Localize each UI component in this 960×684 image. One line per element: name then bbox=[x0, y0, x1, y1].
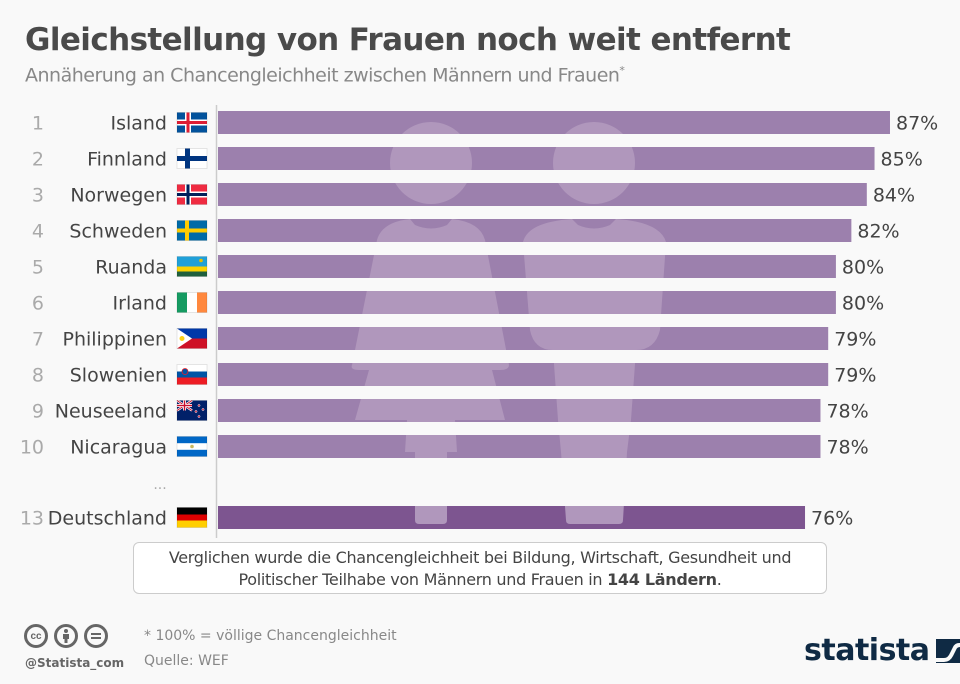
creative-commons-icon[interactable]: cc bbox=[24, 624, 48, 648]
rank-label: 6 bbox=[32, 293, 44, 315]
bar-deutschland bbox=[218, 506, 806, 529]
statista-handle[interactable]: @Statista_com bbox=[25, 656, 125, 670]
people-silhouettes bbox=[351, 122, 666, 524]
value-label: 87% bbox=[896, 113, 938, 135]
note-line-2: Politischer Teilhabe von Männern und Fra… bbox=[134, 569, 826, 591]
value-label: 84% bbox=[873, 185, 915, 207]
flag-philippines-icon bbox=[176, 328, 208, 349]
value-label: 76% bbox=[811, 508, 853, 530]
bar-island bbox=[218, 111, 890, 134]
country-label: Irland bbox=[113, 293, 167, 315]
footnote: * 100% = völlige Chancengleichheit bbox=[144, 628, 397, 644]
note-line-2-end: . bbox=[716, 570, 722, 589]
bar-irland bbox=[218, 291, 836, 314]
note-line-2-text: Politischer Teilhabe von Männern und Fra… bbox=[238, 570, 608, 589]
statista-logo-text: statista bbox=[804, 633, 930, 668]
flag-rwanda-icon bbox=[176, 256, 208, 277]
chart-title: Gleichstellung von Frauen noch weit entf… bbox=[25, 22, 791, 58]
value-label: 82% bbox=[857, 221, 899, 243]
flag-slovenia-icon bbox=[176, 364, 208, 385]
value-label: 79% bbox=[834, 329, 876, 351]
value-label: 79% bbox=[834, 365, 876, 387]
rank-label: 8 bbox=[32, 365, 44, 387]
bar-philippinen bbox=[218, 327, 829, 350]
flag-sweden-icon bbox=[176, 220, 208, 241]
flag-norway-icon bbox=[176, 184, 208, 205]
note-country-count: 144 Ländern bbox=[607, 570, 717, 589]
male-silhouette-icon bbox=[523, 122, 666, 524]
chart-subtitle: Annäherung an Chancengleichheit zwischen… bbox=[25, 64, 625, 87]
note-line-1: Verglichen wurde die Chancengleichheit b… bbox=[168, 548, 792, 567]
statista-logo-icon bbox=[935, 639, 960, 663]
bar-neuseeland bbox=[218, 399, 821, 422]
ellipsis-label: ... bbox=[153, 477, 166, 493]
country-label: Deutschland bbox=[48, 508, 167, 530]
value-label: 78% bbox=[826, 437, 868, 459]
no-derivatives-icon[interactable] bbox=[84, 624, 108, 648]
country-label: Ruanda bbox=[95, 257, 167, 279]
bar-slowenien bbox=[218, 363, 829, 386]
country-label: Finnland bbox=[87, 149, 167, 171]
bar-nicaragua bbox=[218, 435, 821, 458]
subtitle-text: Annäherung an Chancengleichheit zwischen… bbox=[25, 64, 620, 87]
rank-label: 5 bbox=[32, 257, 44, 279]
value-label: 78% bbox=[826, 401, 868, 423]
rank-label: 3 bbox=[32, 185, 44, 207]
bar-norwegen bbox=[218, 183, 867, 206]
license-icons: cc bbox=[24, 624, 108, 648]
statista-logo[interactable]: statista bbox=[804, 636, 960, 666]
rank-label: 13 bbox=[20, 508, 44, 530]
bar-finnland bbox=[218, 147, 875, 170]
methodology-note: Verglichen wurde die Chancengleichheit b… bbox=[133, 542, 827, 594]
country-label: Nicaragua bbox=[70, 437, 167, 459]
rank-label: 4 bbox=[32, 221, 44, 243]
country-label: Slowenien bbox=[70, 365, 167, 387]
country-label: Norwegen bbox=[70, 185, 167, 207]
rank-label: 1 bbox=[32, 113, 44, 135]
footnote-marker: * bbox=[619, 64, 625, 77]
country-label: Neuseeland bbox=[55, 401, 167, 423]
flag-finland-icon bbox=[176, 148, 208, 169]
value-label: 85% bbox=[881, 149, 923, 171]
rank-label: 9 bbox=[32, 401, 44, 423]
value-label: 80% bbox=[842, 293, 884, 315]
country-label: Island bbox=[110, 113, 167, 135]
attribution-icon[interactable] bbox=[54, 624, 78, 648]
country-label: Philippinen bbox=[62, 329, 167, 351]
flag-iceland-icon bbox=[176, 112, 208, 133]
source: Quelle: WEF bbox=[144, 653, 229, 669]
value-label: 80% bbox=[842, 257, 884, 279]
country-label: Schweden bbox=[69, 221, 167, 243]
rank-label: 7 bbox=[32, 329, 44, 351]
flag-nicaragua-icon bbox=[176, 436, 208, 457]
flag-new-zealand-icon bbox=[176, 399, 208, 421]
flag-germany-icon bbox=[176, 507, 208, 528]
rank-label: 10 bbox=[20, 437, 44, 459]
rank-label: 2 bbox=[32, 149, 44, 171]
flag-ireland-icon bbox=[176, 292, 208, 313]
female-silhouette-icon bbox=[351, 122, 509, 524]
